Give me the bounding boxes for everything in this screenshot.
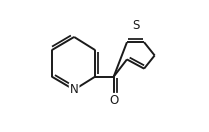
Text: O: O [109,94,118,107]
Text: N: N [70,83,79,96]
Text: S: S [133,19,140,32]
